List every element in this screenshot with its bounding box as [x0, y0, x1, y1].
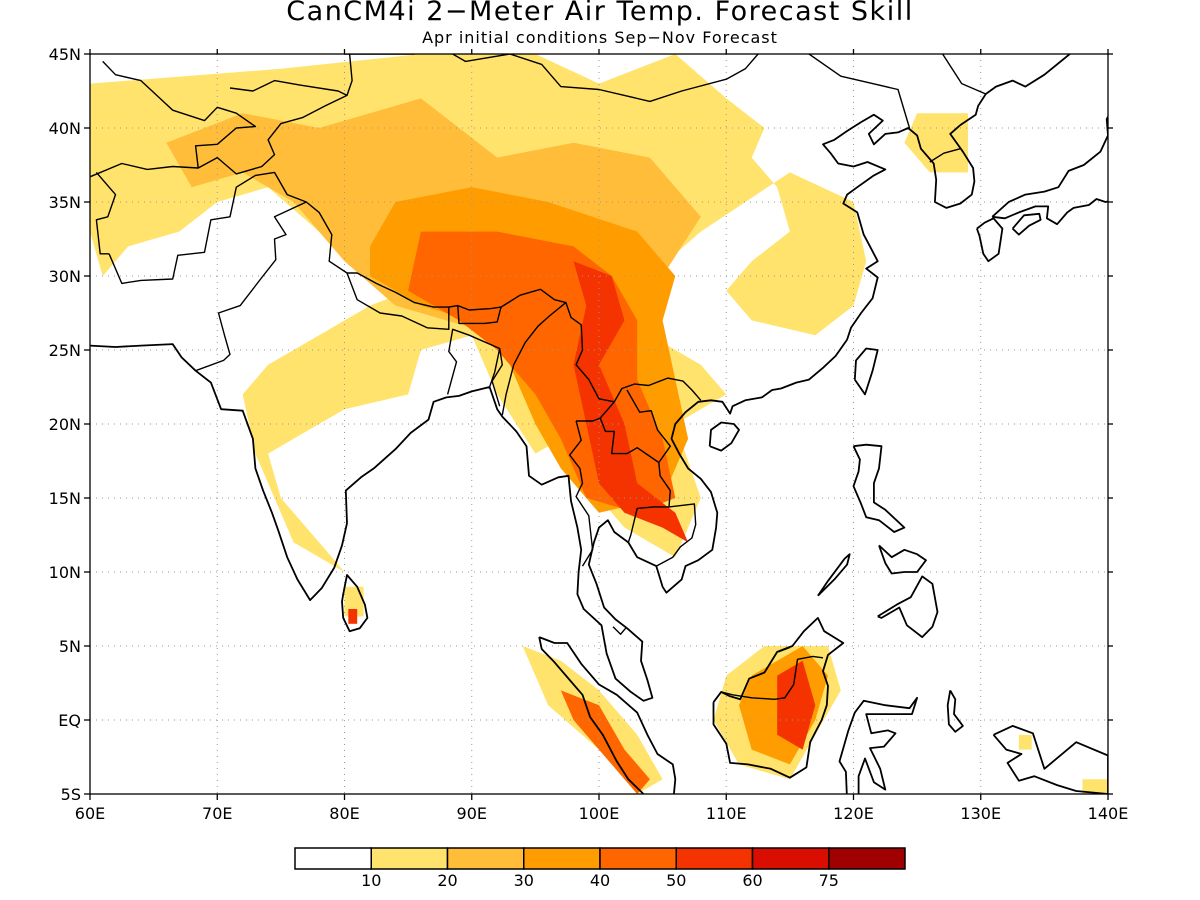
longitude-axis: 60E 70E 80E 90E 100E 110E 120E 130E 140E	[75, 49, 1129, 823]
colorbar-swatch-5	[675, 847, 754, 870]
lon-tick-label: 60E	[75, 804, 105, 823]
lon-tick-label: 130E	[960, 804, 1001, 823]
country-border-10	[346, 272, 450, 330]
lat-tick-label: 35N	[49, 193, 81, 212]
country-border-19	[655, 503, 697, 567]
colorbar-label: 60	[742, 871, 762, 890]
country-border-14	[501, 302, 567, 416]
colorbar-label: 75	[819, 871, 839, 890]
lat-tick-label: 20N	[49, 415, 81, 434]
country-border-24	[1114, 756, 1120, 795]
lon-tick-label: 80E	[329, 804, 359, 823]
colorbar-label: 30	[514, 871, 534, 890]
colorbar-swatch-2	[446, 847, 525, 870]
skill-region-11	[1082, 779, 1108, 794]
country-border-17	[599, 401, 615, 419]
coastline-4	[538, 636, 677, 794]
colorbar-label: 20	[437, 871, 457, 890]
coastline-15	[1011, 212, 1042, 236]
lat-tick-label: 30N	[49, 267, 81, 286]
skill-region-14	[1018, 734, 1032, 750]
country-border-2	[90, 54, 353, 178]
coastlines-layer	[90, 54, 1120, 795]
lat-tick-label: 25N	[49, 341, 81, 360]
country-border-23	[929, 148, 961, 163]
colorbar-swatch-0	[294, 847, 372, 870]
coastline-9	[878, 544, 927, 575]
chart-title: CanCM4i 2−Meter Air Temp. Forecast Skill	[286, 0, 914, 27]
country-border-22	[778, 646, 791, 653]
coastline-0	[90, 54, 1071, 702]
coastline-2	[708, 421, 740, 452]
colorbar-swatch-3	[523, 847, 601, 870]
chart-subtitle: Apr initial conditions Sep−Nov Forecast	[422, 28, 778, 47]
lat-tick-label: 45N	[49, 45, 81, 64]
coastline-16	[991, 115, 1108, 226]
coastline-10	[817, 553, 851, 597]
lon-tick-label: 120E	[833, 804, 874, 823]
country-border-9	[195, 201, 307, 372]
country-border-7	[808, 54, 911, 129]
coastline-11	[838, 696, 918, 794]
lon-tick-label: 90E	[457, 804, 487, 823]
colorbar-swatch-1	[370, 847, 449, 870]
country-border-18	[626, 389, 671, 463]
lon-tick-label: 70E	[202, 804, 232, 823]
country-border-3	[102, 60, 257, 169]
latitude-axis: 45N 40N 35N 30N 25N 20N 15N 10N 5N EQ 5S	[49, 45, 1113, 804]
lat-tick-label: 15N	[49, 489, 81, 508]
coastline-3	[853, 347, 879, 396]
country-border-1	[95, 171, 117, 255]
lon-tick-label: 110E	[706, 804, 747, 823]
lon-tick-label: 140E	[1088, 804, 1129, 823]
country-border-6	[452, 54, 759, 103]
lat-tick-label: EQ	[58, 711, 81, 730]
country-border-8	[942, 54, 987, 95]
country-border-12	[446, 328, 503, 407]
lat-tick-label: 5S	[61, 785, 81, 804]
colorbar-swatch-6	[751, 847, 830, 870]
coastline-1	[341, 574, 369, 633]
lat-tick-label: 5N	[59, 637, 81, 656]
country-border-13	[488, 348, 501, 388]
country-border-20	[612, 626, 627, 635]
colorbar: 10 20 30 40 50 60 75	[294, 847, 906, 890]
lat-tick-label: 40N	[49, 119, 81, 138]
country-border-21	[721, 655, 824, 700]
skill-region-9	[560, 690, 650, 794]
lon-tick-label: 100E	[579, 804, 620, 823]
coastline-12	[946, 689, 964, 733]
coastline-13	[992, 725, 1108, 794]
skill-region-4	[573, 261, 689, 543]
coastline-17	[1107, 85, 1108, 87]
coastline-8	[877, 575, 939, 638]
skill-field-layer	[90, 54, 1108, 794]
coastline-5	[712, 617, 845, 779]
country-border-16	[569, 420, 594, 567]
colorbar-swatch-4	[599, 847, 677, 870]
country-border-15	[576, 417, 671, 543]
skill-region-7	[777, 660, 816, 750]
country-border-11	[457, 305, 502, 325]
lat-tick-label: 10N	[49, 563, 81, 582]
colorbar-label: 40	[590, 871, 610, 890]
colorbar-swatch-7	[828, 847, 906, 870]
colorbar-label: 50	[666, 871, 686, 890]
coastline-14	[976, 217, 1004, 263]
colorbar-label: 10	[361, 871, 381, 890]
skill-region-10	[904, 113, 968, 173]
country-border-4	[229, 79, 348, 97]
coastline-7	[852, 443, 906, 533]
skill-region-13	[348, 609, 358, 624]
